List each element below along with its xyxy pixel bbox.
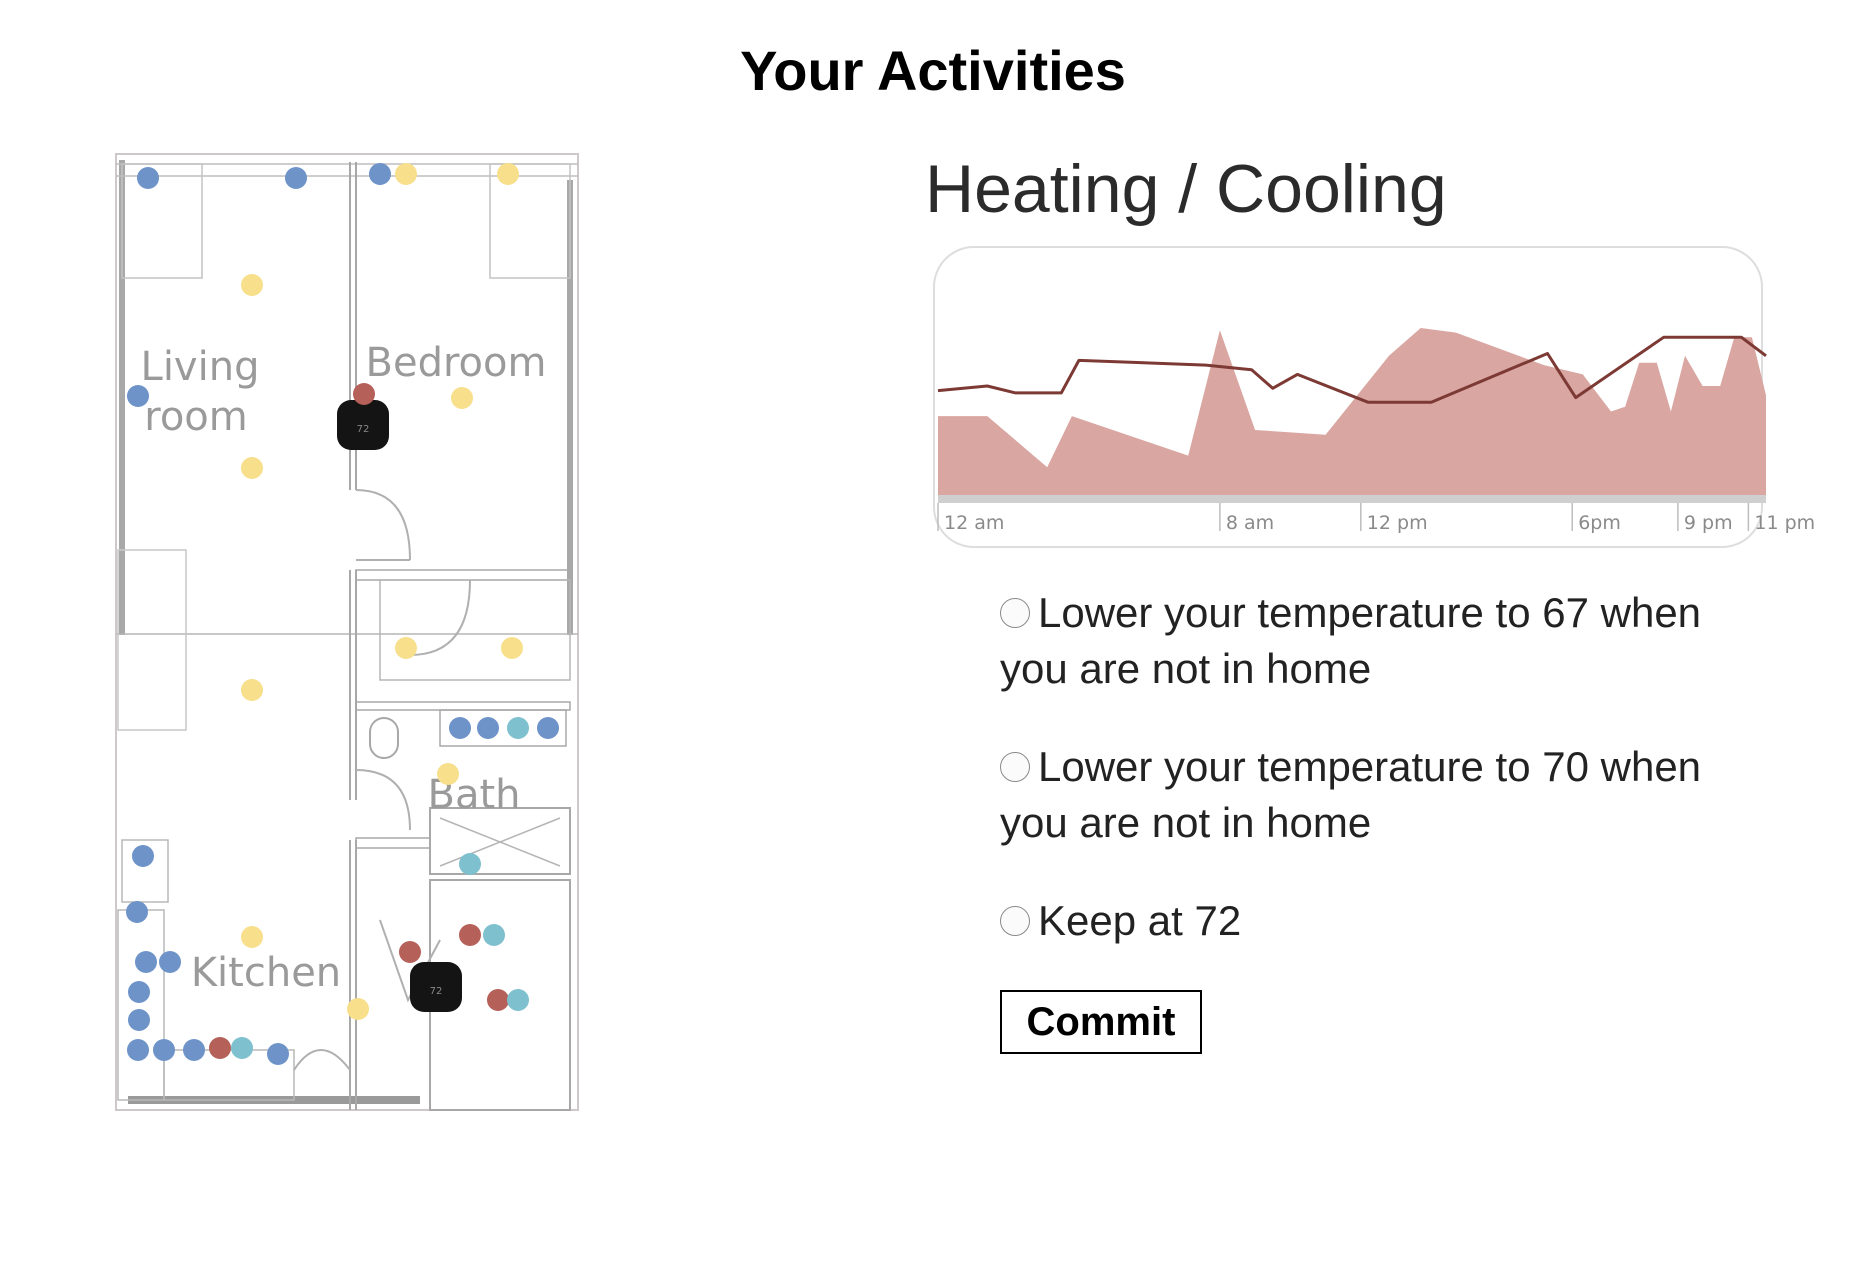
- option-text: Lower your temperature to 70 when you ar…: [1000, 743, 1702, 846]
- sensor-marker: [137, 167, 159, 189]
- option-lower-67[interactable]: Lower your temperature to 67 when you ar…: [1000, 585, 1740, 697]
- option-text: Lower your temperature to 67 when you ar…: [1000, 589, 1702, 692]
- window-bay: [121, 163, 203, 279]
- sensor-marker: [128, 1009, 150, 1031]
- door-swing: [355, 489, 411, 561]
- shower: [429, 807, 571, 875]
- door-swing: [379, 919, 441, 1003]
- fixture-marker: [507, 717, 529, 739]
- sensor-marker: [128, 981, 150, 1003]
- sensor-marker: [285, 167, 307, 189]
- fixture-marker: [459, 853, 481, 875]
- sensor-marker: [127, 1039, 149, 1061]
- room-label-living: Living: [141, 344, 260, 390]
- toilet: [369, 717, 399, 759]
- sink: [439, 709, 567, 747]
- light-marker: [241, 457, 263, 479]
- sensor-marker: [126, 901, 148, 923]
- svg-text:72: 72: [357, 424, 370, 435]
- sensor-marker: [477, 717, 499, 739]
- floor-outline: [115, 153, 579, 1111]
- window-bay: [489, 163, 571, 279]
- light-marker: [241, 274, 263, 296]
- sensor-marker: [159, 951, 181, 973]
- sensor-marker: [369, 163, 391, 185]
- x-tick-label: 8 am: [1226, 512, 1274, 534]
- device-marker: [487, 989, 509, 1011]
- svg-text:72: 72: [430, 986, 443, 997]
- light-marker: [241, 926, 263, 948]
- sensor-marker: [449, 717, 471, 739]
- commit-button[interactable]: Commit: [1000, 990, 1202, 1054]
- closet: [379, 579, 571, 681]
- fixture-marker: [507, 989, 529, 1011]
- door-swing: [355, 769, 411, 831]
- counter: [121, 839, 169, 903]
- light-marker: [497, 163, 519, 185]
- door-swing: [293, 1049, 351, 1071]
- shower-line: [439, 817, 561, 867]
- light-marker: [241, 679, 263, 701]
- light-marker: [395, 163, 417, 185]
- fixture-marker: [483, 924, 505, 946]
- sensor-marker: [127, 385, 149, 407]
- room-label-kitchen: Kitchen: [191, 950, 341, 996]
- device-marker: [353, 383, 375, 405]
- light-marker: [395, 637, 417, 659]
- x-axis-bar: [938, 495, 1766, 503]
- light-marker: [451, 387, 473, 409]
- device-marker: [459, 924, 481, 946]
- page-title: Your Activities: [740, 39, 1126, 102]
- room-label-bedroom: Bedroom: [366, 340, 547, 386]
- thermostat-icon[interactable]: 72: [410, 962, 462, 1012]
- x-tick-label: 12 am: [944, 512, 1004, 534]
- option-keep-72[interactable]: Keep at 72: [1000, 893, 1740, 949]
- door-swing: [409, 579, 471, 656]
- radio-lower-67[interactable]: [1000, 597, 1030, 628]
- radio-lower-70[interactable]: [1000, 751, 1030, 782]
- floor-plan: Living room Bedroom Bath Kitchen 72 72: [115, 153, 579, 1111]
- heating-chart: 12 am 8 am 12 pm 6pm 9 pm 11 pm: [930, 243, 1830, 553]
- light-marker: [347, 998, 369, 1020]
- sensor-marker: [537, 717, 559, 739]
- light-marker: [437, 763, 459, 785]
- device-marker: [399, 941, 421, 963]
- sensor-marker: [132, 845, 154, 867]
- heating-chart-svg: 12 am 8 am 12 pm 6pm 9 pm 11 pm: [933, 246, 1815, 548]
- temperature-line: [937, 335, 1767, 404]
- sensor-marker: [267, 1043, 289, 1065]
- sensor-marker: [135, 951, 157, 973]
- x-tick-label: 6pm: [1578, 512, 1621, 534]
- option-text: Keep at 72: [1038, 897, 1242, 944]
- x-tick-label: 9 pm: [1684, 512, 1733, 534]
- device-marker: [209, 1037, 231, 1059]
- sensor-marker: [153, 1039, 175, 1061]
- heating-cooling-title: Heating / Cooling: [925, 151, 1447, 227]
- x-tick-label: 11 pm: [1754, 512, 1815, 534]
- temperature-options: Lower your temperature to 67 when you ar…: [1000, 585, 1740, 949]
- room-label-living: room: [144, 394, 247, 440]
- x-tick-label: 12 pm: [1367, 512, 1428, 534]
- light-marker: [501, 637, 523, 659]
- sensor-marker: [183, 1039, 205, 1061]
- thermostat-icon[interactable]: 72: [337, 400, 389, 450]
- option-lower-70[interactable]: Lower your temperature to 70 when you ar…: [1000, 739, 1740, 851]
- window-bay: [117, 549, 187, 731]
- radio-keep-72[interactable]: [1000, 905, 1030, 936]
- fixture-marker: [231, 1037, 253, 1059]
